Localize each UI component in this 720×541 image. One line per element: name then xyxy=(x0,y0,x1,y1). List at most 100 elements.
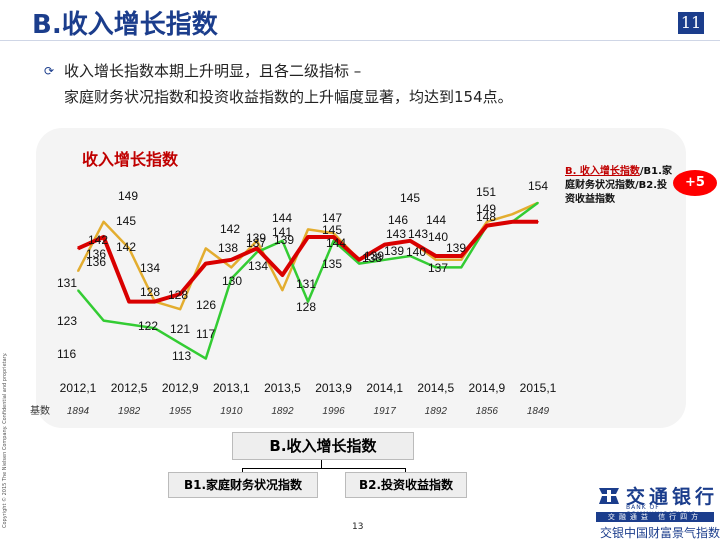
data-point xyxy=(511,221,514,223)
data-point xyxy=(460,266,463,269)
legend-note: B. 收入增长指数/B1.家庭财务状况指数/B2.投资收益指数 xyxy=(565,165,677,207)
data-point xyxy=(179,342,181,345)
data-point xyxy=(77,247,79,250)
data-point xyxy=(102,221,105,223)
data-point xyxy=(128,323,130,326)
data-point xyxy=(383,259,386,261)
data-point xyxy=(332,240,335,242)
x-tick-label: 2013,1 xyxy=(213,381,250,395)
report-name: 交银中国财富景气指数 xyxy=(600,526,720,540)
data-label: 149 xyxy=(118,189,138,203)
legend-b2-label: /B2.投资收益指数 xyxy=(565,180,668,205)
data-label: 139 xyxy=(274,233,294,247)
data-label: 139 xyxy=(364,249,384,263)
data-label: 144 xyxy=(272,211,292,225)
data-label: 151 xyxy=(476,185,496,199)
data-point xyxy=(205,262,207,265)
data-point xyxy=(230,266,233,269)
data-point xyxy=(537,221,539,223)
bank-logo-icon xyxy=(599,488,619,504)
data-label: 145 xyxy=(322,223,342,237)
page-title: B.收入增长指数 xyxy=(32,10,218,40)
data-point xyxy=(205,247,207,250)
data-point xyxy=(128,247,130,250)
data-point xyxy=(153,327,156,330)
legend-b-label: B. 收入增长指数 xyxy=(565,166,640,177)
data-point xyxy=(256,251,258,253)
data-point xyxy=(358,262,360,265)
data-point xyxy=(307,300,309,303)
data-label: 134 xyxy=(140,261,160,275)
data-label: 140 xyxy=(428,230,448,244)
x-tick-label: 2014,9 xyxy=(469,381,506,395)
data-label: 128 xyxy=(296,300,316,314)
intro-line-2: 家庭财务状况指数和投资收益指数的上升幅度显著，均达到154点。 xyxy=(64,88,513,106)
page-badge: 11 xyxy=(678,12,704,34)
data-point xyxy=(256,240,258,242)
data-label: 137 xyxy=(246,236,266,250)
data-point xyxy=(205,357,207,360)
bullet-icon: ⟳ xyxy=(44,64,55,78)
chart-title: 收入增长指数 xyxy=(82,150,179,169)
data-label: 145 xyxy=(400,191,420,205)
data-point xyxy=(230,278,233,280)
tree-root: B.收入增长指数 xyxy=(232,432,414,460)
x-tick-label: 2012,5 xyxy=(111,381,148,395)
data-point xyxy=(358,259,360,261)
base-value: 1910 xyxy=(220,406,243,417)
data-point xyxy=(153,300,156,303)
data-label: 122 xyxy=(138,319,158,333)
x-tick-label: 2014,5 xyxy=(417,381,454,395)
data-label: 126 xyxy=(196,298,216,312)
bank-slogan: 交融通益 信行四方 xyxy=(596,512,714,522)
data-label: 145 xyxy=(116,214,136,228)
data-point xyxy=(281,274,284,276)
data-label: 121 xyxy=(170,322,190,336)
data-label: 139 xyxy=(446,241,466,255)
base-value: 1894 xyxy=(67,406,90,417)
data-point xyxy=(307,236,309,238)
data-point xyxy=(307,228,309,231)
tree-child-b1: B1.家庭财务状况指数 xyxy=(168,472,318,498)
data-label: 113 xyxy=(172,349,191,363)
data-label: 117 xyxy=(196,327,215,341)
x-tick-label: 2013,5 xyxy=(264,381,301,395)
base-value: 1996 xyxy=(322,406,345,417)
data-label: 130 xyxy=(222,274,242,288)
copyright: Copyright © 2015 The Nielsen Company. Co… xyxy=(2,352,8,528)
data-point xyxy=(486,224,488,227)
x-tick-label: 2012,9 xyxy=(162,381,199,395)
data-label: 143 xyxy=(408,227,428,241)
data-point xyxy=(409,255,412,257)
data-label: 128 xyxy=(140,285,160,299)
base-label: 基数 xyxy=(30,404,50,417)
data-point xyxy=(332,236,335,238)
data-label: 137 xyxy=(428,261,448,275)
tree-child-b2: B2.投资收益指数 xyxy=(345,472,467,498)
data-label: 138 xyxy=(362,251,382,265)
data-point xyxy=(435,266,437,269)
data-point xyxy=(409,240,412,242)
data-point xyxy=(537,202,539,204)
data-label: 138 xyxy=(218,241,238,255)
data-point xyxy=(383,243,386,246)
data-point xyxy=(486,221,488,223)
base-value: 1849 xyxy=(527,406,550,417)
header-divider xyxy=(0,40,720,41)
data-point xyxy=(511,213,514,215)
data-point xyxy=(102,236,105,238)
intro-text: 收入增长指数本期上升明显，且各二级指标 – 家庭财务状况指数和投资收益指数的上升… xyxy=(64,58,664,110)
data-label: 131 xyxy=(57,276,77,290)
data-label: 149 xyxy=(476,202,496,216)
data-label: 136 xyxy=(86,255,106,269)
data-label: 148 xyxy=(476,210,496,224)
data-label: 142 xyxy=(116,240,136,254)
data-point xyxy=(332,232,335,234)
data-label: 136 xyxy=(86,247,106,261)
data-label: 142 xyxy=(220,222,240,236)
data-point xyxy=(77,270,79,273)
intro-line-1: 收入增长指数本期上升明显，且各二级指标 – xyxy=(64,62,362,80)
data-label: 116 xyxy=(57,347,76,361)
data-label: 131 xyxy=(296,277,316,291)
